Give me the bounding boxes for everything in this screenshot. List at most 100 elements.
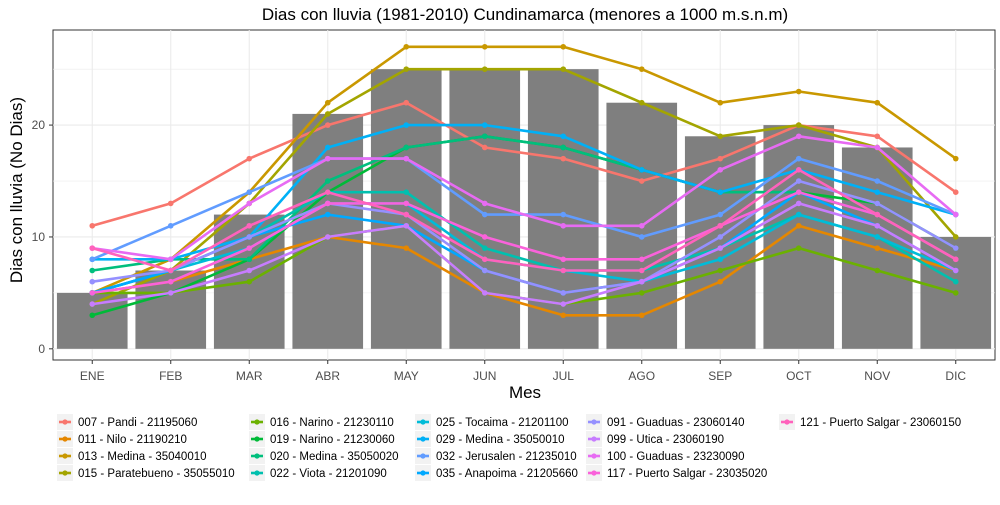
- legend-key-point: [62, 419, 68, 425]
- series-line: [91, 168, 957, 272]
- y-axis-label: Dias con lluvia (No Dias): [7, 97, 26, 283]
- data-point: [874, 222, 881, 229]
- x-tick-label: FEB: [159, 369, 182, 383]
- data-point: [952, 256, 959, 263]
- x-tick-label: JUL: [553, 369, 575, 383]
- x-axis: ENE FEB MAR ABR MAY JUN JUL AGO SEP OCT NOV DIC: [80, 360, 966, 383]
- series-line: [92, 135, 957, 261]
- data-point: [324, 200, 331, 207]
- data-point: [560, 211, 567, 218]
- x-tick-label: ABR: [315, 369, 340, 383]
- legend-item: 091 - Guaduas - 23060140: [586, 414, 744, 430]
- data-point: [795, 189, 802, 196]
- data-point: [324, 99, 331, 106]
- bar-jun: [449, 69, 521, 349]
- series-line: [92, 123, 957, 261]
- data-point: [89, 245, 96, 251]
- data-point: [403, 43, 410, 50]
- data-point: [246, 256, 253, 263]
- data-point: [481, 245, 488, 251]
- data-point: [874, 234, 881, 240]
- data-point: [717, 167, 724, 173]
- data-point: [717, 155, 724, 162]
- series-line: [91, 101, 957, 228]
- data-point: [874, 133, 881, 140]
- data-point: [874, 178, 881, 184]
- data-point: [167, 290, 174, 296]
- data-point: [481, 211, 488, 218]
- data-point: [246, 267, 253, 274]
- legend-label: 100 - Guaduas - 23230090: [607, 451, 744, 463]
- data-point: [952, 245, 959, 251]
- x-tick-label: OCT: [786, 369, 812, 383]
- legend-item: 121 - Puerto Salgar - 23060150: [779, 414, 961, 430]
- data-point: [246, 234, 253, 240]
- data-point: [795, 245, 802, 251]
- x-tick-label: ENE: [80, 369, 105, 383]
- legend-key-point: [591, 470, 597, 476]
- data-point: [560, 133, 567, 140]
- y-axis: 0 10 20: [32, 118, 53, 356]
- legend-item: 016 - Narino - 21230110: [249, 414, 394, 430]
- legend-key-point: [254, 470, 260, 476]
- data-point: [481, 200, 488, 207]
- legend-key-point: [784, 419, 790, 425]
- data-point: [324, 178, 331, 184]
- legend-key-point: [591, 453, 597, 459]
- data-point: [246, 245, 253, 251]
- data-point: [324, 111, 331, 117]
- bar-oct: [763, 125, 835, 349]
- data-point: [403, 245, 410, 251]
- legend-key-point: [254, 453, 260, 459]
- data-point: [246, 189, 253, 196]
- legend-key-point: [420, 419, 426, 425]
- data-point: [952, 155, 959, 162]
- data-point: [403, 122, 410, 128]
- data-point: [717, 133, 724, 140]
- data-point: [324, 122, 331, 128]
- data-point: [717, 211, 724, 218]
- data-point: [167, 200, 174, 207]
- legend-item: 100 - Guaduas - 23230090: [586, 448, 744, 464]
- legend-item: 035 - Anapoima - 21205660: [415, 465, 578, 481]
- data-point: [246, 200, 253, 207]
- data-point: [246, 155, 253, 162]
- data-point: [560, 301, 567, 307]
- data-point: [717, 222, 724, 229]
- data-point: [89, 222, 96, 229]
- x-axis-label: Mes: [509, 383, 541, 402]
- legend-label: 035 - Anapoima - 21205660: [436, 468, 578, 480]
- data-point: [874, 99, 881, 106]
- y-tick-label: 0: [38, 342, 45, 356]
- data-point: [481, 66, 488, 72]
- data-point: [638, 99, 645, 106]
- data-point: [952, 278, 959, 285]
- bar-abr: [292, 113, 364, 349]
- legend-item: 013 - Medina - 35040010: [57, 448, 207, 464]
- data-point: [167, 278, 174, 285]
- data-point: [952, 234, 959, 240]
- data-point: [874, 189, 881, 196]
- legend-label: 020 - Medina - 35050020: [270, 451, 399, 463]
- data-point: [717, 267, 724, 274]
- plot-area: 0 10 20 ENE FEB MAR ABR MAY JUN JUL AGO SEP OCT NOV DI…: [32, 29, 996, 383]
- legend-item: 022 - Viota - 21201090: [249, 465, 387, 481]
- data-point: [560, 66, 567, 72]
- data-point: [246, 222, 253, 229]
- series-line: [92, 190, 957, 295]
- data-point: [952, 189, 959, 196]
- data-point: [324, 155, 331, 162]
- legend-item: 007 - Pandi - 21195060: [57, 414, 197, 430]
- data-point: [874, 200, 881, 207]
- legend-label: 121 - Puerto Salgar - 23060150: [800, 417, 961, 429]
- legend-label: 013 - Medina - 35040010: [78, 451, 207, 463]
- data-point: [952, 267, 959, 274]
- data-point: [89, 301, 96, 307]
- data-point: [324, 211, 331, 218]
- legend-key-point: [254, 436, 260, 442]
- data-point: [89, 267, 96, 274]
- chart-title: Dias con lluvia (1981-2010) Cundinamarca…: [262, 5, 788, 24]
- data-point: [874, 267, 881, 274]
- legend-label: 091 - Guaduas - 23060140: [607, 417, 744, 429]
